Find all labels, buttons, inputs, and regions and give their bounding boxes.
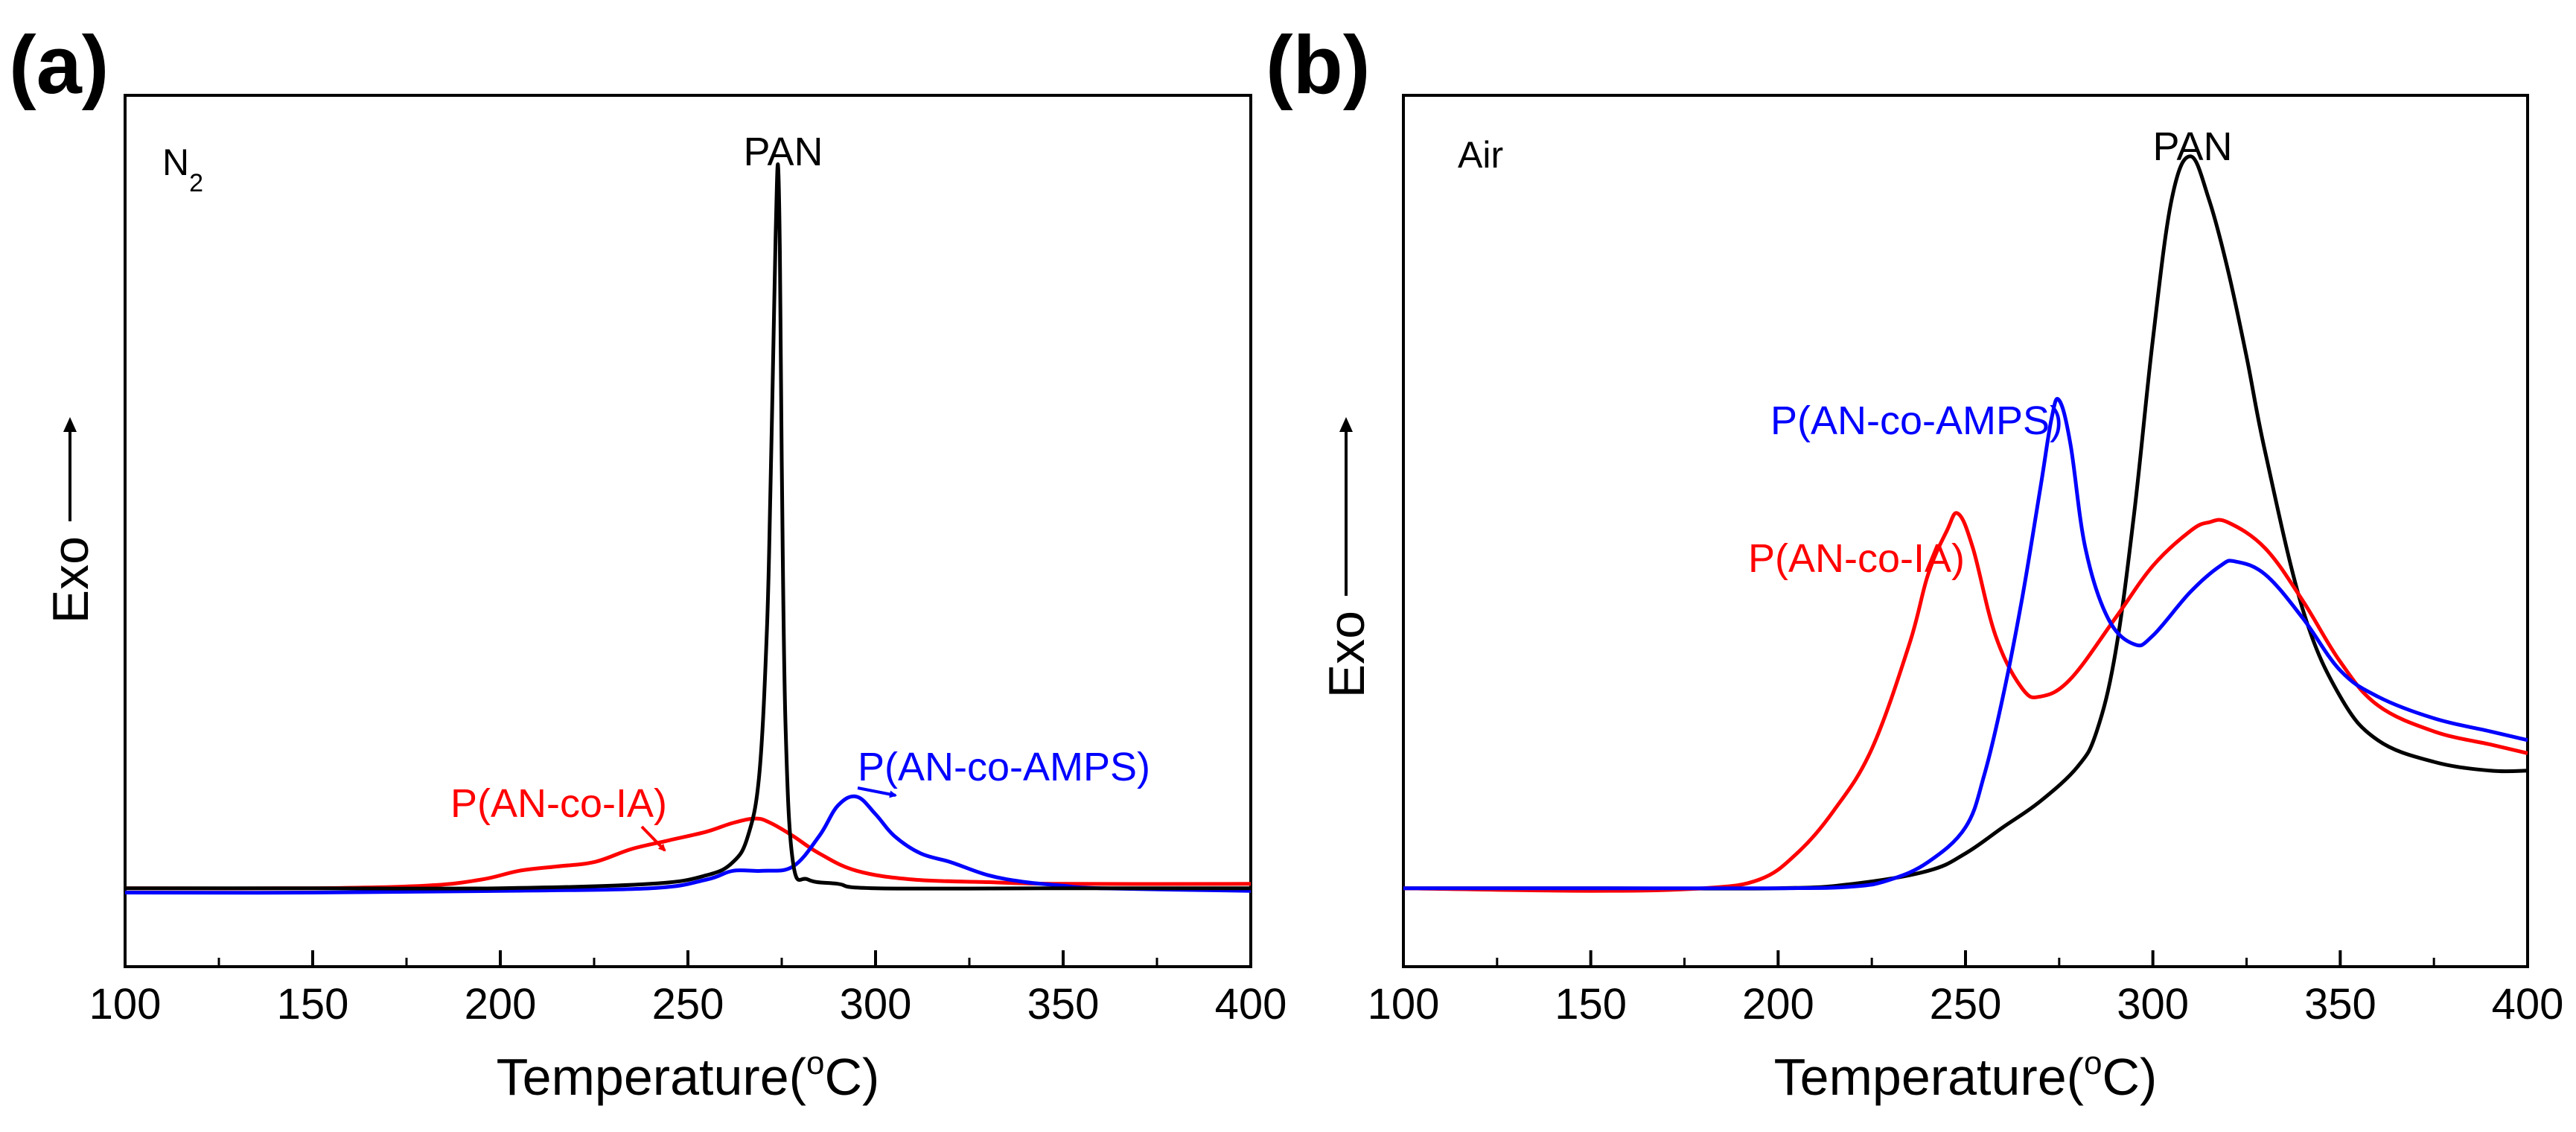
panel-b-ticks: 100 150 200 250 300 350 400 (1368, 950, 2564, 1028)
panel-b-xtick-label-400: 400 (2492, 980, 2564, 1028)
panel-b-xtick-label-300: 300 (2117, 980, 2189, 1028)
panel-b-pan-label: PAN (2152, 124, 2232, 169)
panel-a-series-p-an-co-amps (124, 794, 1252, 895)
panel-a-plot (124, 162, 1252, 895)
panel-a-condition-sub: 2 (189, 169, 203, 197)
panel-a-xlabel-text: Temperature( (497, 1048, 806, 1106)
panel-a-ia-arrow (640, 825, 666, 852)
panel-b-plot (1403, 154, 2528, 893)
panel-a-xtick-label-200: 200 (465, 980, 537, 1028)
panel-b-ampa-label: P(AN-co-AMPS) (1770, 398, 2063, 443)
panel-a-xtick-label-150: 150 (277, 980, 349, 1028)
panel-a-pan-label: PAN (743, 130, 823, 174)
panel-b-series-p-an-co-amps (1403, 397, 2528, 891)
panel-b-xlabel-unit: C) (2102, 1048, 2157, 1106)
panel-a-ylabel-text: Exo (42, 536, 99, 623)
panel-a-label: (a) (9, 19, 109, 111)
panel-b-condition: Air (1458, 134, 1503, 176)
panel-a-ylabel: Exo (42, 417, 99, 623)
panel-b-label: (b) (1266, 19, 1370, 111)
panel-a-series-p-an-co-ia (124, 816, 1252, 891)
panel-a-xtick-label-250: 250 (652, 980, 724, 1028)
panel-a: (a) 100 150 200 250 300 350 400 N2 PAN P(AN-co… (9, 19, 1287, 1106)
panel-b: (b) 100 150 200 250 300 350 400 Air PAN P(AN-c… (1266, 19, 2563, 1106)
panel-b-xtick-label-350: 350 (2304, 980, 2376, 1028)
panel-a-xtick-label-300: 300 (840, 980, 912, 1028)
panel-b-xlabel-degree: o (2084, 1045, 2102, 1081)
panel-a-xlabel-unit: C) (824, 1048, 879, 1106)
panel-a-ticks: 100 150 200 250 300 350 400 (89, 950, 1287, 1028)
panel-a-xtick-label-100: 100 (89, 980, 162, 1028)
panel-a-xtick-label-350: 350 (1027, 980, 1100, 1028)
panel-b-ylabel-text: Exo (1319, 611, 1375, 698)
panel-b-ia-label: P(AN-co-IA) (1748, 536, 1965, 581)
panel-a-series-pan (125, 162, 1251, 891)
panel-b-xlabel: Temperature(oC) (1774, 1045, 2158, 1106)
panel-b-ylabel: Exo (1319, 417, 1375, 698)
panel-a-condition: N2 (162, 142, 203, 197)
panel-a-ia-label: P(AN-co-IA) (450, 781, 667, 826)
panel-b-xlabel-text: Temperature( (1774, 1048, 2084, 1106)
panel-a-xlabel: Temperature(oC) (497, 1045, 880, 1106)
panel-a-xtick-label-400: 400 (1215, 980, 1287, 1028)
panel-b-xtick-label-250: 250 (1930, 980, 2002, 1028)
panel-b-xtick-label-150: 150 (1555, 980, 1627, 1028)
panel-a-xlabel-degree: o (806, 1045, 824, 1081)
panel-b-series-pan (1403, 154, 2528, 891)
panel-a-ampa-arrow (857, 786, 897, 798)
panel-a-condition-base: N (162, 142, 189, 183)
panel-b-series-p-an-co-ia (1403, 511, 2528, 893)
panel-b-ylabel-arrowhead (1339, 417, 1353, 432)
panel-b-xtick-label-200: 200 (1742, 980, 1814, 1028)
panel-a-ylabel-arrowhead (63, 417, 77, 432)
panel-a-ampa-label: P(AN-co-AMPS) (858, 745, 1150, 789)
panel-b-xtick-label-100: 100 (1368, 980, 1440, 1028)
